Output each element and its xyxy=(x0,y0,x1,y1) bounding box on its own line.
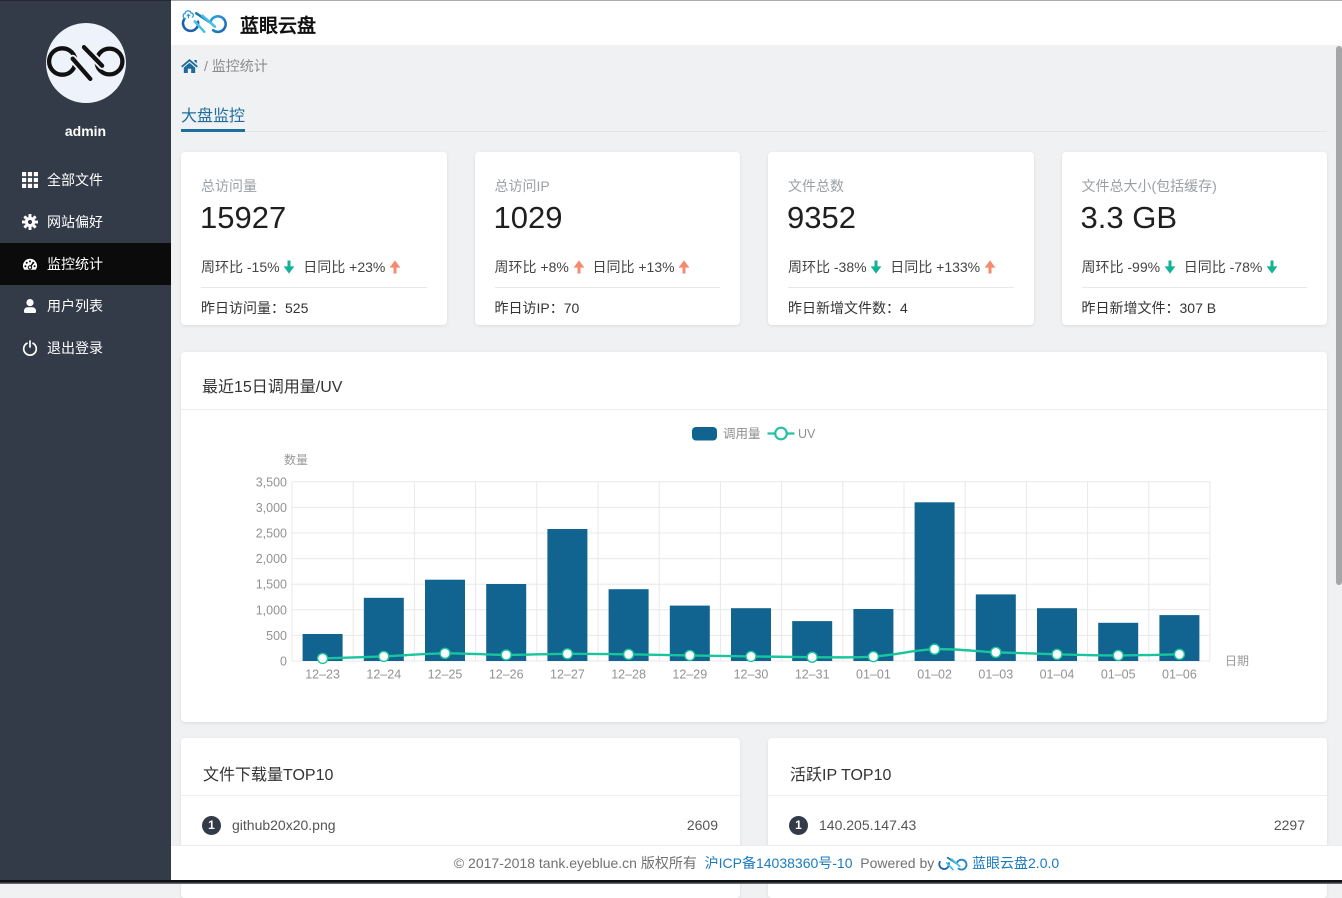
svg-text:12–26: 12–26 xyxy=(489,668,524,682)
svg-text:12–27: 12–27 xyxy=(550,668,585,682)
svg-text:1,500: 1,500 xyxy=(256,578,287,592)
svg-text:3,500: 3,500 xyxy=(256,475,287,489)
svg-text:12–31: 12–31 xyxy=(795,668,830,682)
svg-text:12–23: 12–23 xyxy=(305,668,340,682)
svg-text:12–28: 12–28 xyxy=(611,668,646,682)
svg-text:0: 0 xyxy=(280,655,287,669)
svg-text:01–03: 01–03 xyxy=(978,668,1013,682)
svg-text:12–25: 12–25 xyxy=(428,668,463,682)
svg-text:12–29: 12–29 xyxy=(672,668,707,682)
svg-text:500: 500 xyxy=(266,629,287,643)
svg-text:数量: 数量 xyxy=(284,452,308,467)
svg-text:01–01: 01–01 xyxy=(856,668,891,682)
svg-text:01–06: 01–06 xyxy=(1162,668,1197,682)
svg-text:1,000: 1,000 xyxy=(256,603,287,617)
svg-text:12–24: 12–24 xyxy=(366,668,401,682)
svg-text:3,000: 3,000 xyxy=(256,501,287,515)
svg-text:2,500: 2,500 xyxy=(256,527,287,541)
svg-text:01–05: 01–05 xyxy=(1101,668,1136,682)
svg-text:调用量: 调用量 xyxy=(723,427,761,441)
svg-text:01–04: 01–04 xyxy=(1040,668,1075,682)
svg-text:UV: UV xyxy=(798,427,816,441)
svg-text:日期: 日期 xyxy=(1225,654,1249,668)
svg-text:12–30: 12–30 xyxy=(734,668,769,682)
svg-text:2,000: 2,000 xyxy=(256,552,287,566)
svg-text:01–02: 01–02 xyxy=(917,668,952,682)
